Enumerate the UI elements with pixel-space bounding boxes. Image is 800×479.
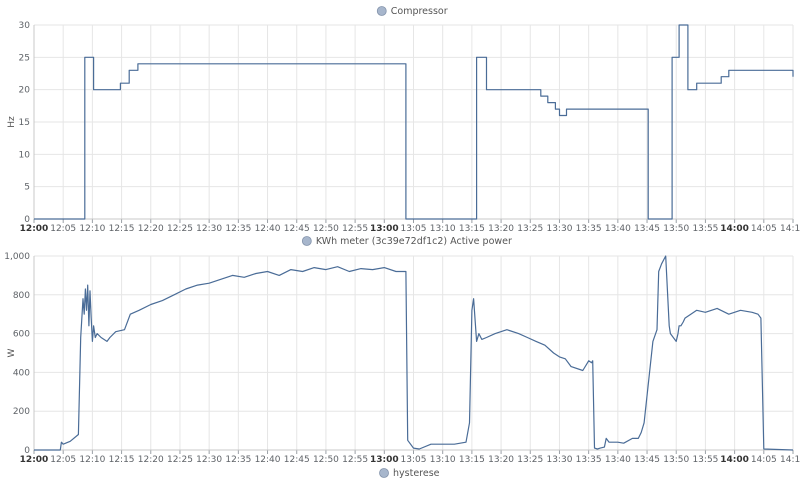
- x-tick-label: 12:35: [225, 224, 251, 234]
- x-tick-label: 14:00: [720, 224, 749, 234]
- x-tick-label: 12:50: [313, 224, 339, 234]
- x-tick-label: 13:25: [517, 455, 543, 465]
- legend-label[interactable]: KWh meter (3c39e72df1c2) Active power: [316, 236, 512, 247]
- x-tick-label: 13:05: [401, 455, 427, 465]
- y-tick-label: 1,000: [4, 252, 30, 262]
- y-tick-label: 15: [19, 118, 30, 128]
- x-tick-label: 13:30: [546, 224, 572, 234]
- x-tick-label: 14:05: [751, 455, 777, 465]
- x-tick-label: 12:40: [255, 224, 281, 234]
- x-tick-label: 12:50: [313, 455, 339, 465]
- legend-0[interactable]: Compressor: [376, 6, 448, 17]
- y-tick-label: 400: [13, 368, 30, 378]
- legend-swatch[interactable]: [376, 6, 387, 16]
- y-axis-label: W: [7, 348, 17, 357]
- y-tick-label: 200: [13, 407, 30, 417]
- x-tick-label: 13:10: [430, 224, 456, 234]
- y-tick-label: 10: [19, 150, 31, 160]
- x-tick-label: 12:45: [284, 455, 310, 465]
- footer-legend[interactable]: hysterese: [379, 468, 440, 479]
- x-tick-label: 13:15: [459, 455, 485, 465]
- legend-swatch[interactable]: [301, 236, 312, 246]
- x-tick-label: 12:00: [20, 224, 49, 234]
- x-tick-label: 12:05: [50, 224, 76, 234]
- x-tick-label: 12:20: [138, 455, 164, 465]
- x-tick-label: 12:25: [167, 224, 193, 234]
- x-tick-label: 12:15: [109, 224, 135, 234]
- x-tick-label: 12:15: [109, 455, 135, 465]
- x-tick-label: 13:25: [517, 224, 543, 234]
- x-tick-label: 14:10: [780, 224, 800, 234]
- x-tick-label: 12:05: [50, 455, 76, 465]
- x-tick-label: 12:40: [255, 455, 281, 465]
- x-tick-label: 13:35: [576, 455, 602, 465]
- x-tick-label: 13:40: [605, 455, 631, 465]
- x-tick-label: 12:10: [79, 455, 105, 465]
- x-tick-label: 12:55: [342, 224, 368, 234]
- active-power-chart: KWh meter (3c39e72df1c2) Active power W 0 2…: [4, 236, 800, 465]
- x-tick-label: 12:25: [167, 455, 193, 465]
- x-tick-label: 13:10: [430, 455, 456, 465]
- legend-label[interactable]: hysterese: [393, 468, 440, 479]
- x-tick-label: 13:50: [663, 455, 689, 465]
- x-tick-label: 14:05: [751, 224, 777, 234]
- x-tick-label: 13:55: [692, 224, 718, 234]
- y-tick-label: 600: [13, 330, 30, 340]
- y-tick-label: 0: [24, 446, 30, 456]
- x-tick-label: 13:20: [488, 455, 514, 465]
- y-tick-label: 25: [19, 53, 30, 63]
- x-tick-label: 12:20: [138, 224, 164, 234]
- x-tick-label: 12:35: [225, 455, 251, 465]
- y-tick-label: 0: [24, 215, 30, 225]
- x-tick-label: 13:00: [370, 455, 399, 465]
- x-tick-label: 12:30: [196, 455, 222, 465]
- legend-label[interactable]: Compressor: [391, 6, 448, 17]
- x-tick-label: 12:10: [79, 224, 105, 234]
- x-tick-label: 13:45: [634, 455, 660, 465]
- y-tick-label: 800: [13, 291, 30, 301]
- series-line-0: [34, 24, 794, 220]
- x-tick-label: 12:30: [196, 224, 222, 234]
- y-tick-label: 30: [19, 21, 31, 31]
- y-tick-label: 5: [24, 183, 30, 193]
- x-tick-label: 13:15: [459, 224, 485, 234]
- x-tick-label: 13:45: [634, 224, 660, 234]
- x-tick-label: 12:00: [20, 455, 49, 465]
- x-tick-label: 14:10: [780, 455, 800, 465]
- legend-1[interactable]: KWh meter (3c39e72df1c2) Active power: [301, 236, 512, 247]
- compressor-chart: Compressor Hz 0 5 10 15 20 25 30 12:00 12:05 12:10 1…: [7, 6, 800, 234]
- x-tick-label: 12:45: [284, 224, 310, 234]
- series-line-0: [34, 255, 794, 451]
- x-tick-label: 13:50: [663, 224, 689, 234]
- x-tick-label: 12:55: [342, 455, 368, 465]
- x-tick-label: 13:00: [370, 224, 399, 234]
- x-tick-label: 13:40: [605, 224, 631, 234]
- y-axis-label: Hz: [7, 116, 17, 128]
- x-tick-label: 13:35: [576, 224, 602, 234]
- x-tick-label: 13:05: [401, 224, 427, 234]
- x-tick-label: 13:20: [488, 224, 514, 234]
- x-tick-label: 13:55: [692, 455, 718, 465]
- x-tick-label: 13:30: [546, 455, 572, 465]
- x-tick-label: 14:00: [720, 455, 749, 465]
- legend-swatch[interactable]: [379, 468, 389, 478]
- y-tick-label: 20: [19, 86, 31, 96]
